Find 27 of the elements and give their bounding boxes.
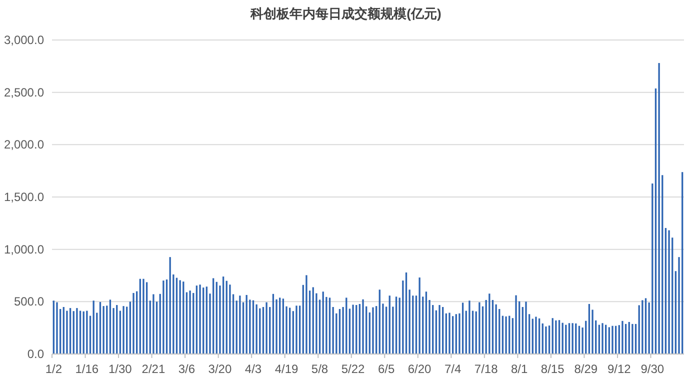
x-tick-label: 4/19 [274, 362, 299, 376]
chart-title: 科创板年内每日成交额规模(亿元) [250, 6, 442, 21]
x-tick-label: 5/8 [311, 362, 328, 376]
x-tick-label: 1/30 [108, 362, 132, 376]
y-tick-label: 2,500.0 [4, 85, 44, 100]
x-tick-label: 8/15 [540, 362, 565, 376]
x-tick-label: 2/21 [142, 362, 166, 376]
y-tick-label: 1,500.0 [4, 190, 44, 204]
x-tick-label: 3/20 [208, 362, 232, 376]
x-tick-label: 1/2 [45, 362, 62, 376]
y-tick-label: 2,000.0 [4, 138, 44, 152]
x-tick-label: 3/6 [178, 362, 196, 376]
x-tick-label: 9/12 [607, 362, 632, 376]
x-tick-label: 5/22 [341, 362, 366, 376]
y-tick-label: 0.0 [27, 347, 44, 361]
x-tick-label: 6/20 [408, 362, 432, 376]
x-tick-label: 7/18 [474, 362, 498, 376]
y-tick-label: 3,000.0 [4, 33, 44, 47]
y-tick-label: 1,000.0 [4, 242, 44, 256]
x-tick-label: 7/4 [444, 362, 462, 376]
x-tick-label: 6/5 [378, 362, 395, 376]
x-tick-label: 9/30 [640, 362, 664, 376]
x-tick-label: 8/1 [511, 362, 528, 376]
x-tick-label: 4/3 [244, 362, 262, 376]
x-tick-label: 1/16 [75, 362, 99, 376]
x-tick-label: 8/29 [574, 362, 598, 376]
y-tick-label: 500.0 [14, 294, 44, 309]
